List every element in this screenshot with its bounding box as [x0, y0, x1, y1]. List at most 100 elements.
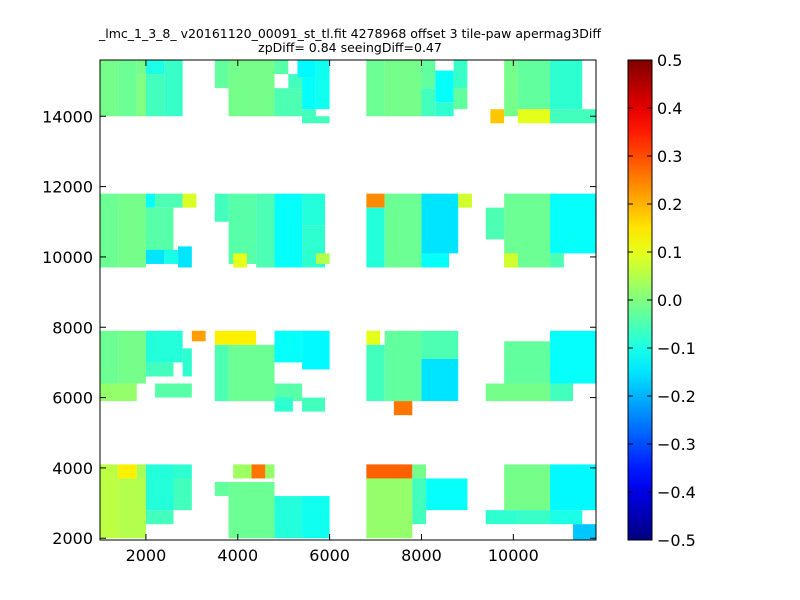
colorbar: 0.5 0.4 0.3 0.2 0.1 0.0 −0.1 −0.2 −0.3 −0.4 −0.5 — [627, 51, 696, 550]
colorbar-tick-label: 0.3 — [657, 147, 682, 166]
heatmap-cell — [274, 193, 303, 268]
colorbar-tick-label: −0.5 — [657, 531, 696, 550]
heatmap-cell — [485, 510, 518, 525]
heatmap-cell — [214, 330, 257, 345]
heatmap-cell — [228, 344, 275, 402]
heatmap-cell — [173, 478, 192, 511]
plot-area: 2000 4000 6000 8000 10000 2000 4000 6000 8000 10… — [42, 59, 597, 565]
y-tick-label: 14000 — [42, 107, 93, 126]
heatmap-cell — [182, 193, 197, 208]
heatmap-cell — [366, 193, 385, 208]
plot-background — [100, 60, 596, 540]
heatmap-cell — [384, 60, 422, 117]
y-tick-label: 10000 — [42, 248, 93, 267]
heatmap-cell — [155, 383, 192, 398]
heatmap-cell — [155, 193, 183, 208]
heatmap-cell — [504, 60, 518, 117]
y-axis: 2000 4000 6000 8000 10000 12000 14000 — [42, 107, 596, 548]
heatmap-cell — [453, 88, 468, 110]
heatmap-cell — [145, 60, 165, 75]
heatmap-cell — [550, 60, 583, 110]
x-axis: 2000 4000 6000 8000 10000 — [126, 60, 539, 565]
heatmap-cell — [136, 464, 146, 479]
x-tick-label: 4000 — [217, 546, 258, 565]
heatmap-cell — [550, 330, 596, 384]
chart-title: _lmc_1_3_8_ v20161120_00091_st_tl.fit 42… — [98, 26, 601, 41]
heatmap-cell — [435, 102, 454, 117]
heatmap-cell — [118, 60, 137, 117]
heatmap-cell — [233, 464, 252, 479]
heatmap-cell — [302, 330, 330, 370]
heatmap-cell — [421, 193, 459, 254]
heatmap-cell — [453, 60, 468, 89]
heatmap-cell — [297, 60, 316, 78]
heatmap-cell — [233, 253, 247, 268]
heatmap-cell — [182, 348, 192, 377]
heatmap-cell — [302, 193, 326, 226]
heatmap-cell — [164, 249, 179, 264]
heatmap-cell — [164, 60, 183, 117]
heatmap-cell — [458, 193, 472, 208]
colorbar-ticks: 0.5 0.4 0.3 0.2 0.1 0.0 −0.1 −0.2 −0.3 −0.4 −0.5 — [628, 51, 696, 550]
heatmap-cell — [145, 510, 174, 525]
heatmap-cell — [550, 253, 564, 268]
heatmap-cell — [136, 74, 146, 117]
heatmap-cell — [228, 60, 275, 117]
heatmap-cell — [550, 193, 596, 254]
heatmap-cells — [100, 60, 596, 540]
heatmap-cell — [228, 481, 275, 539]
heatmap-cell — [302, 397, 326, 412]
x-tick-label: 10000 — [488, 546, 539, 565]
heatmap-cell — [393, 401, 413, 416]
y-tick-label: 6000 — [52, 389, 93, 408]
heatmap-cell — [145, 330, 183, 363]
heatmap-cell — [100, 464, 119, 539]
heatmap-cell — [366, 478, 413, 539]
heatmap-cell — [274, 397, 293, 412]
heatmap-cell — [366, 207, 385, 268]
heatmap-cell — [173, 464, 192, 479]
heatmap-cell — [366, 330, 381, 345]
heatmap-cell — [136, 60, 146, 75]
heatmap-cell — [517, 510, 551, 525]
heatmap-cell — [100, 193, 119, 268]
heatmap-cell — [118, 193, 146, 268]
heatmap-cell — [302, 77, 316, 110]
colorbar-tick-label: 0.5 — [657, 51, 682, 70]
heatmap-cell — [191, 330, 206, 342]
heatmap-cell — [274, 496, 303, 539]
heatmap-cell — [274, 88, 303, 117]
heatmap-cell — [485, 383, 551, 402]
heatmap-cell — [504, 253, 518, 268]
colorbar-tick-label: 0.1 — [657, 243, 682, 262]
heatmap-cell — [421, 358, 459, 402]
heatmap-cell — [366, 344, 385, 402]
heatmap-cell — [145, 193, 156, 208]
heatmap-cell — [100, 383, 137, 402]
heatmap-cell — [118, 478, 146, 539]
heatmap-cell — [145, 207, 174, 257]
heatmap-cell — [145, 464, 174, 511]
heatmap-cell — [145, 74, 165, 117]
heatmap-cell — [178, 246, 192, 268]
heatmap-cell — [504, 464, 551, 511]
heatmap-cell — [302, 116, 330, 124]
colorbar-tick-label: −0.4 — [657, 483, 696, 502]
y-tick-label: 8000 — [52, 318, 93, 337]
heatmap-cell — [426, 478, 468, 511]
heatmap-cell — [550, 383, 574, 402]
heatmap-cell — [435, 70, 454, 103]
colorbar-tick-label: 0.4 — [657, 99, 682, 118]
heatmap-cell — [421, 60, 436, 89]
heatmap-cell — [214, 481, 229, 497]
heatmap-cell — [485, 207, 505, 240]
heatmap-cell — [315, 60, 330, 110]
heatmap-cell — [384, 193, 422, 268]
heatmap-cell — [550, 464, 596, 511]
heatmap-cell — [145, 362, 174, 377]
heatmap-cell — [366, 464, 413, 479]
colorbar-tick-label: 0.2 — [657, 195, 682, 214]
heatmap-cell — [214, 60, 229, 89]
y-tick-label: 12000 — [42, 178, 93, 197]
